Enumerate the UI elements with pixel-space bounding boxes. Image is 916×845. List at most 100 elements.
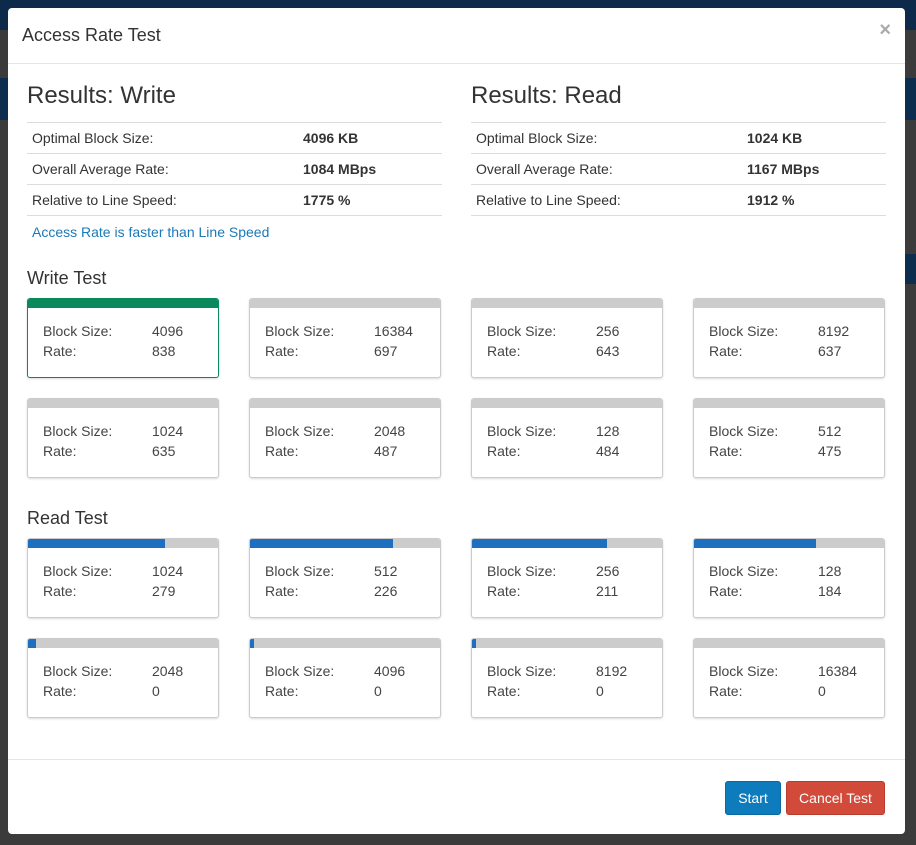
- rate-value: 643: [596, 343, 620, 359]
- row-value: 4096 KB: [298, 122, 442, 154]
- read_test-card[interactable]: Block Size: 512 Rate: 226: [249, 538, 441, 618]
- write_test-card[interactable]: Block Size: 128 Rate: 484: [471, 398, 663, 478]
- rate-value: 0: [596, 683, 604, 699]
- progress-fill: [472, 539, 607, 548]
- background-strip: [905, 254, 916, 284]
- block-size-value: 1024: [152, 423, 184, 439]
- block-size-label: Block Size:: [709, 423, 779, 439]
- rate-value: 697: [374, 343, 398, 359]
- row-label: Optimal Block Size:: [471, 122, 742, 154]
- rate-label: Rate:: [487, 443, 521, 459]
- rate-row: Rate: 697: [265, 343, 397, 359]
- table-row: Optimal Block Size: 4096 KB: [27, 122, 442, 154]
- rate-row: Rate: 279: [43, 583, 175, 599]
- faster-than-line-speed-note: Access Rate is faster than Line Speed: [32, 224, 270, 240]
- rate-label: Rate:: [265, 683, 299, 699]
- block-size-value: 8192: [596, 663, 628, 679]
- table-row: Relative to Line Speed: 1775 %: [27, 184, 442, 216]
- block-size-row: Block Size: 512: [709, 423, 841, 439]
- dialog-footer: Start Cancel Test: [8, 759, 905, 834]
- block-size-row: Block Size: 256: [487, 323, 619, 339]
- block-size-row: Block Size: 2048: [43, 663, 183, 679]
- rate-row: Rate: 226: [265, 583, 397, 599]
- progress-track: [250, 299, 440, 308]
- progress-track: [250, 639, 440, 648]
- access-rate-dialog: Access Rate Test × Results: Write Optima…: [8, 8, 905, 834]
- rate-label: Rate:: [709, 583, 743, 599]
- rate-label: Rate:: [43, 683, 77, 699]
- block-size-row: Block Size: 512: [265, 563, 397, 579]
- read_test-card[interactable]: Block Size: 128 Rate: 184: [693, 538, 885, 618]
- rate-row: Rate: 635: [43, 443, 175, 459]
- close-icon[interactable]: ×: [879, 19, 891, 41]
- row-value: 1167 MBps: [742, 153, 886, 185]
- write_test-card[interactable]: Block Size: 8192 Rate: 637: [693, 298, 885, 378]
- block-size-row: Block Size: 8192: [487, 663, 627, 679]
- rate-label: Rate:: [43, 443, 77, 459]
- row-value: 1024 KB: [742, 122, 886, 154]
- read_test-card[interactable]: Block Size: 16384 Rate: 0: [693, 638, 885, 718]
- block-size-label: Block Size:: [709, 563, 779, 579]
- rate-row: Rate: 475: [709, 443, 841, 459]
- block-size-value: 16384: [818, 663, 857, 679]
- block-size-value: 16384: [374, 323, 413, 339]
- row-value: 1775 %: [298, 184, 442, 216]
- block-size-row: Block Size: 4096: [43, 323, 183, 339]
- read_test-card[interactable]: Block Size: 256 Rate: 211: [471, 538, 663, 618]
- write_test-card[interactable]: Block Size: 512 Rate: 475: [693, 398, 885, 478]
- rate-label: Rate:: [265, 583, 299, 599]
- rate-value: 0: [818, 683, 826, 699]
- rate-value: 475: [818, 443, 842, 459]
- read_test-card[interactable]: Block Size: 8192 Rate: 0: [471, 638, 663, 718]
- rate-label: Rate:: [43, 343, 77, 359]
- rate-label: Rate:: [709, 343, 743, 359]
- block-size-label: Block Size:: [709, 323, 779, 339]
- rate-row: Rate: 0: [709, 683, 826, 699]
- progress-fill: [694, 539, 816, 548]
- write_test-card[interactable]: Block Size: 16384 Rate: 697: [249, 298, 441, 378]
- write_test-card[interactable]: Block Size: 2048 Rate: 487: [249, 398, 441, 478]
- write_test-card[interactable]: Block Size: 4096 Rate: 838: [27, 298, 219, 378]
- rate-row: Rate: 637: [709, 343, 841, 359]
- rate-value: 0: [374, 683, 382, 699]
- block-size-value: 128: [596, 423, 620, 439]
- progress-track: [694, 399, 884, 408]
- read_test-card[interactable]: Block Size: 1024 Rate: 279: [27, 538, 219, 618]
- write_test-card[interactable]: Block Size: 256 Rate: 643: [471, 298, 663, 378]
- rate-value: 838: [152, 343, 176, 359]
- block-size-row: Block Size: 2048: [265, 423, 405, 439]
- block-size-row: Block Size: 8192: [709, 323, 849, 339]
- results-write: Results: Write Optimal Block Size: 4096 …: [27, 82, 442, 240]
- start-button[interactable]: Start: [725, 781, 781, 815]
- block-size-label: Block Size:: [43, 323, 113, 339]
- cancel-test-button[interactable]: Cancel Test: [786, 781, 885, 815]
- progress-track: [694, 299, 884, 308]
- block-size-row: Block Size: 4096: [265, 663, 405, 679]
- block-size-label: Block Size:: [265, 323, 335, 339]
- results-read-table: Optimal Block Size: 1024 KB Overall Aver…: [471, 122, 886, 216]
- rate-value: 184: [818, 583, 842, 599]
- block-size-label: Block Size:: [265, 423, 335, 439]
- block-size-label: Block Size:: [43, 663, 113, 679]
- progress-track: [472, 539, 662, 548]
- read_test-card[interactable]: Block Size: 4096 Rate: 0: [249, 638, 441, 718]
- block-size-value: 1024: [152, 563, 184, 579]
- dialog-title: Access Rate Test: [22, 25, 161, 45]
- write_test-card[interactable]: Block Size: 1024 Rate: 635: [27, 398, 219, 478]
- rate-label: Rate:: [709, 683, 743, 699]
- progress-track: [472, 299, 662, 308]
- rate-row: Rate: 211: [487, 583, 618, 599]
- block-size-value: 4096: [152, 323, 184, 339]
- rate-row: Rate: 0: [265, 683, 382, 699]
- block-size-row: Block Size: 16384: [265, 323, 413, 339]
- row-value: 1912 %: [742, 184, 886, 216]
- rate-label: Rate:: [487, 343, 521, 359]
- results-write-table: Optimal Block Size: 4096 KB Overall Aver…: [27, 122, 442, 216]
- row-label: Optimal Block Size:: [27, 122, 298, 154]
- results-read: Results: Read Optimal Block Size: 1024 K…: [471, 82, 886, 216]
- block-size-row: Block Size: 128: [709, 563, 841, 579]
- progress-track: [28, 539, 218, 548]
- block-size-value: 4096: [374, 663, 406, 679]
- read_test-card[interactable]: Block Size: 2048 Rate: 0: [27, 638, 219, 718]
- block-size-row: Block Size: 1024: [43, 563, 183, 579]
